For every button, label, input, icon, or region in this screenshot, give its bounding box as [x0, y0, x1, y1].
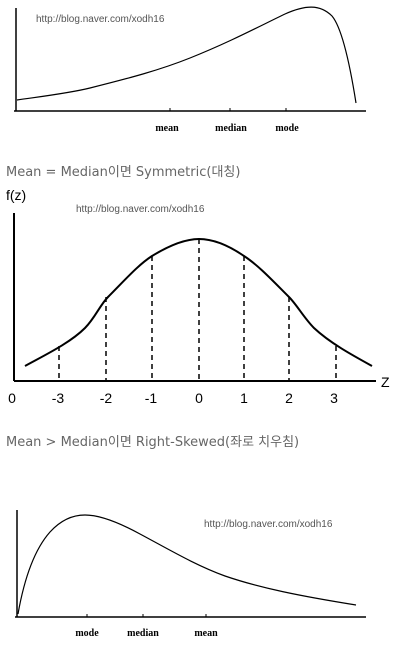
left-skewed-curve: [16, 6, 357, 104]
y-axis-label: f(z): [6, 187, 26, 203]
tick-label-minus-2: -2: [100, 390, 113, 406]
right-skewed-curve: [17, 514, 357, 615]
caption-right-skewed: Mean > Median이면 Right-Skewed(좌로 치우침): [6, 435, 299, 450]
mean-label-bottom: mean: [194, 628, 218, 639]
watermark-top: http://blog.naver.com/xodh16: [36, 14, 165, 25]
watermark-middle: http://blog.naver.com/xodh16: [76, 204, 205, 215]
mode-label-bottom: mode: [75, 628, 99, 639]
tick-label-3: 3: [330, 390, 338, 406]
median-label-top: median: [215, 123, 247, 134]
tick-label-minus-3: -3: [52, 390, 65, 406]
mode-label-top: mode: [275, 123, 299, 134]
mean-label-top: mean: [155, 123, 179, 134]
tick-label-0: 0: [195, 390, 203, 406]
tick-label-1: 1: [240, 390, 248, 406]
left-skewed-figure: http://blog.naver.com/xodh16 mean median…: [14, 6, 366, 134]
right-skewed-figure: http://blog.naver.com/xodh16 mode median…: [15, 510, 366, 639]
origin-label: 0: [8, 390, 16, 406]
tick-label-2: 2: [285, 390, 293, 406]
normal-distribution-figure: f(z) http://blog.naver.com/xodh16 Z 0 -3…: [6, 187, 390, 406]
tick-label-minus-1: -1: [145, 390, 158, 406]
median-label-bottom: median: [127, 628, 159, 639]
x-axis-label: Z: [381, 374, 390, 390]
watermark-bottom: http://blog.naver.com/xodh16: [204, 519, 333, 530]
caption-symmetric: Mean = Median이면 Symmetric(대칭): [6, 165, 240, 180]
